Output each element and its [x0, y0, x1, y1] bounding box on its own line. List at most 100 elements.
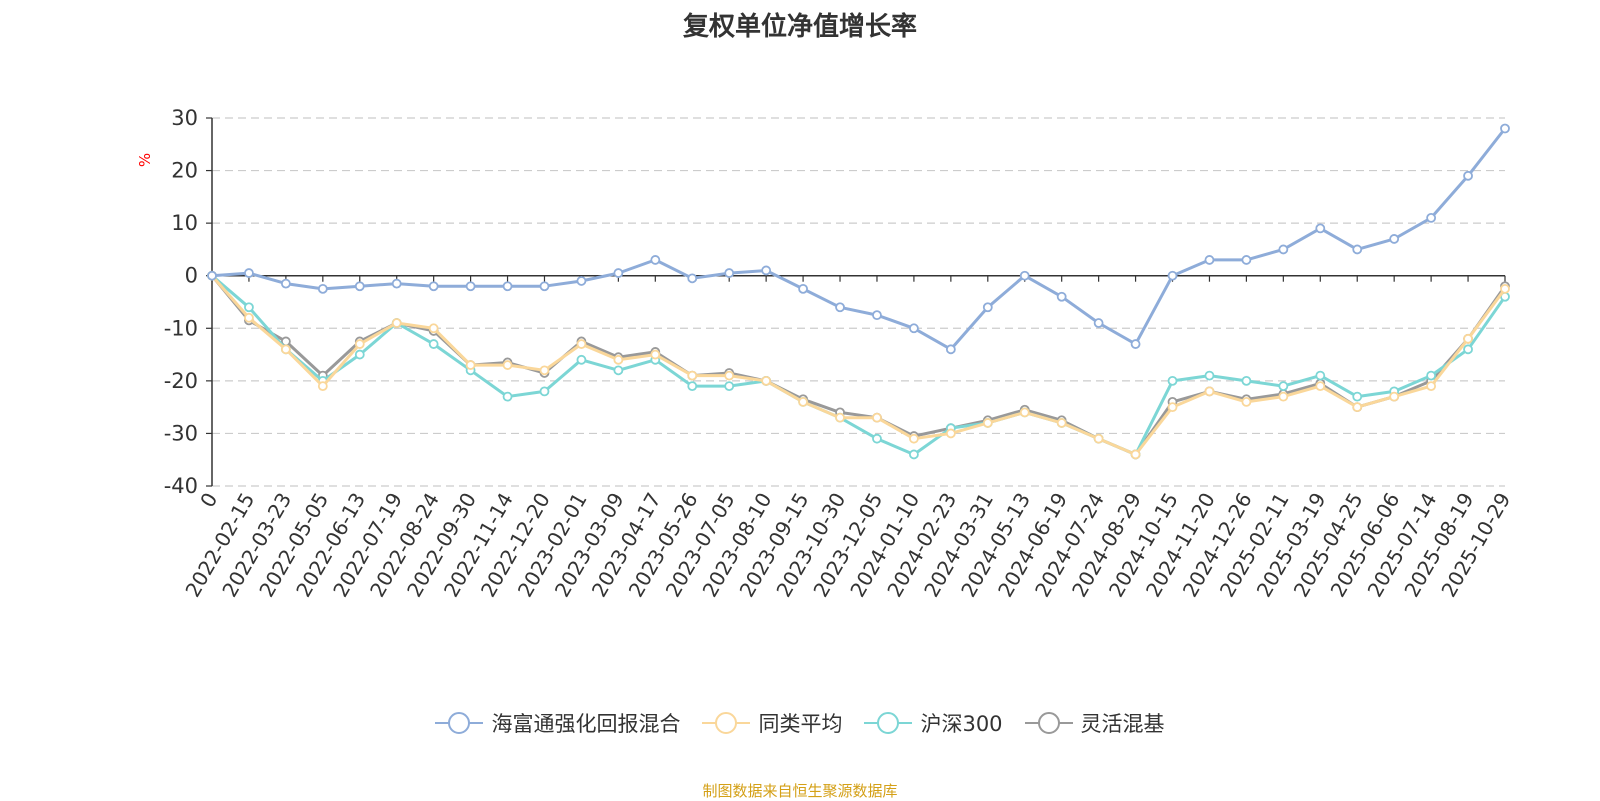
data-point: [1241, 396, 1252, 407]
data-point: [1315, 223, 1326, 234]
data-point: [502, 391, 513, 402]
y-tick-label: -20: [164, 369, 198, 393]
data-point: [982, 302, 993, 313]
data-point: [909, 449, 919, 460]
legend-label: 灵活混基: [1080, 712, 1165, 736]
data-point: [576, 339, 587, 349]
data-point: [724, 381, 735, 392]
data-point: [1167, 375, 1178, 386]
data-point: [391, 318, 402, 328]
data-point: [502, 360, 513, 370]
data-point: [576, 354, 587, 365]
data-point: [687, 381, 698, 392]
data-point: [539, 365, 550, 376]
legend-item[interactable]: 沪深300: [864, 708, 1003, 738]
data-point: [1056, 418, 1067, 428]
data-point: [1204, 370, 1215, 381]
data-point: [244, 268, 254, 278]
data-point: [428, 323, 439, 334]
data-point: [1130, 449, 1141, 460]
legend-line-circle-icon: [702, 712, 751, 734]
data-point: [1389, 234, 1400, 244]
data-point: [1315, 370, 1326, 381]
data-point: [1204, 255, 1215, 265]
series-line: [210, 274, 1507, 456]
data-point: [1019, 270, 1030, 281]
y-tick-label: 20: [171, 159, 198, 183]
data-point: [1278, 391, 1289, 402]
data-point: [650, 255, 661, 265]
data-point: [502, 281, 513, 292]
data-point: [945, 428, 956, 439]
data-point: [1426, 212, 1437, 223]
y-tick-label: 0: [185, 264, 198, 288]
x-tick-label: 0: [195, 489, 222, 512]
legend-item[interactable]: 同类平均: [702, 708, 842, 738]
data-point: [761, 375, 772, 386]
data-point: [835, 302, 845, 313]
data-point: [1167, 270, 1178, 281]
data-point: [1167, 402, 1178, 413]
series-lines: [207, 123, 1510, 460]
data-point: [354, 349, 365, 360]
legend-label: 海富通强化回报混合: [491, 712, 681, 736]
legend-item[interactable]: 海富通强化回报混合: [435, 708, 680, 738]
data-point: [465, 281, 476, 292]
legend-item[interactable]: 灵活混基: [1024, 708, 1165, 738]
data-point: [539, 386, 550, 397]
data-point: [1500, 123, 1510, 134]
data-point: [280, 278, 291, 289]
y-tick-label: -40: [164, 474, 198, 498]
data-point: [872, 310, 882, 321]
data-point: [1241, 255, 1252, 265]
data-point: [687, 273, 698, 284]
data-point: [1278, 244, 1289, 255]
data-point: [909, 323, 919, 334]
tick-labels: 3020100-10-20-30-4002022-02-152022-03-23…: [164, 106, 1516, 601]
data-point: [576, 276, 587, 286]
data-point: [909, 433, 919, 444]
data-point: [1463, 344, 1473, 355]
legend: 海富通强化回报混合 同类平均 沪深300 灵活混基: [0, 708, 1600, 738]
y-axis-label: %: [136, 153, 154, 167]
data-point: [650, 349, 661, 360]
data-point: [391, 278, 402, 289]
data-point: [724, 370, 735, 381]
data-point: [872, 412, 882, 423]
data-point: [1352, 391, 1363, 402]
data-point: [1130, 339, 1141, 349]
data-point: [1352, 244, 1363, 255]
y-tick-label: -30: [164, 421, 198, 445]
data-point: [798, 396, 808, 407]
data-point: [613, 268, 624, 278]
data-point: [1204, 386, 1215, 397]
data-point: [1426, 381, 1437, 392]
data-point: [798, 283, 808, 294]
series-line: [211, 274, 1507, 456]
legend-line-circle-icon: [435, 712, 484, 734]
data-point: [1093, 318, 1104, 328]
data-point: [428, 281, 439, 292]
data-point: [465, 360, 476, 370]
data-point: [317, 381, 328, 392]
data-point: [1019, 407, 1030, 418]
data-point: [1426, 370, 1437, 381]
y-tick-label: -10: [164, 316, 198, 340]
data-point: [982, 418, 993, 428]
data-point: [1093, 433, 1104, 444]
data-point: [835, 412, 845, 423]
data-point: [613, 354, 624, 365]
data-point: [1241, 375, 1252, 386]
source-note: 制图数据来自恒生聚源数据库: [702, 782, 898, 800]
data-point: [354, 281, 365, 292]
data-point: [761, 265, 772, 276]
data-point: [1278, 381, 1289, 392]
data-point: [1315, 381, 1326, 392]
chart-title: 复权单位净值增长率: [682, 12, 917, 42]
axes: [206, 117, 1506, 487]
legend-line-circle-icon: [1024, 712, 1073, 734]
data-point: [317, 283, 328, 294]
data-point: [280, 344, 291, 355]
data-point: [687, 370, 698, 381]
